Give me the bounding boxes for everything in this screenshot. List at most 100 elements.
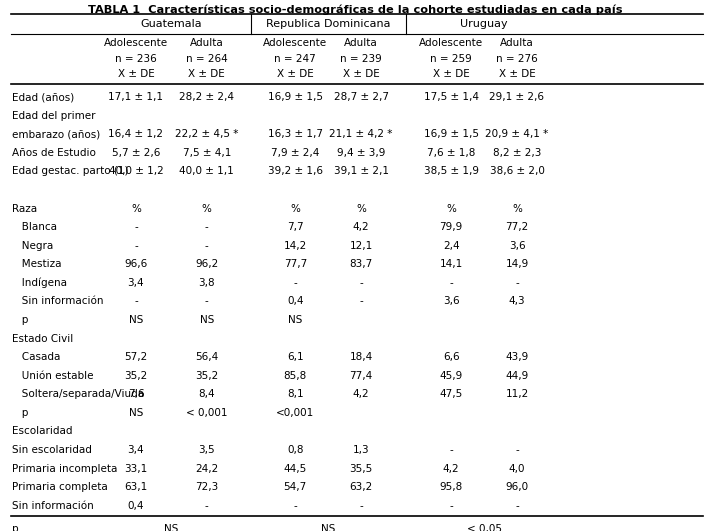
Text: 3,5: 3,5 [198, 445, 215, 455]
Text: -: - [294, 501, 297, 511]
Text: 8,2 ± 2,3: 8,2 ± 2,3 [493, 148, 541, 158]
Text: NS: NS [129, 408, 143, 418]
Text: 29,1 ± 2,6: 29,1 ± 2,6 [489, 92, 545, 102]
Text: 1,3: 1,3 [353, 445, 370, 455]
Text: -: - [205, 241, 208, 251]
Text: 4,2: 4,2 [353, 389, 370, 399]
Text: -: - [359, 296, 363, 306]
Text: 22,2 ± 4,5 *: 22,2 ± 4,5 * [175, 129, 238, 139]
Text: Sin información: Sin información [12, 296, 104, 306]
Text: Adulta: Adulta [190, 39, 224, 48]
Text: 4,2: 4,2 [353, 222, 370, 232]
Text: %: % [512, 203, 522, 213]
Text: Primaria completa: Primaria completa [12, 482, 108, 492]
Text: <0,001: <0,001 [276, 408, 314, 418]
Text: 95,8: 95,8 [439, 482, 463, 492]
Text: 17,1 ± 1,1: 17,1 ± 1,1 [109, 92, 164, 102]
Text: n = 276: n = 276 [496, 54, 538, 64]
Text: X ± DE: X ± DE [188, 69, 225, 79]
Text: -: - [134, 296, 138, 306]
Text: Mestiza: Mestiza [12, 259, 62, 269]
Text: NS: NS [321, 525, 336, 531]
Text: 45,9: 45,9 [439, 371, 463, 381]
Text: 63,1: 63,1 [124, 482, 148, 492]
Text: Escolaridad: Escolaridad [12, 426, 73, 436]
Text: 54,7: 54,7 [284, 482, 307, 492]
Text: Adulta: Adulta [500, 39, 534, 48]
Text: 96,2: 96,2 [195, 259, 218, 269]
Text: %: % [447, 203, 456, 213]
Text: 8,1: 8,1 [287, 389, 304, 399]
Text: 7,9 ± 2,4: 7,9 ± 2,4 [271, 148, 319, 158]
Text: Años de Estudio: Años de Estudio [12, 148, 96, 158]
Text: -: - [205, 296, 208, 306]
Text: 72,3: 72,3 [195, 482, 218, 492]
Text: 63,2: 63,2 [350, 482, 373, 492]
Text: -: - [359, 278, 363, 288]
Text: %: % [356, 203, 366, 213]
Text: Sin información: Sin información [12, 501, 94, 511]
Text: Guatemala: Guatemala [141, 19, 202, 29]
Text: 43,9: 43,9 [506, 352, 528, 362]
Text: -: - [449, 278, 453, 288]
Text: Adolescente: Adolescente [263, 39, 327, 48]
Text: 35,2: 35,2 [195, 371, 218, 381]
Text: Edad (años): Edad (años) [12, 92, 74, 102]
Text: 44,9: 44,9 [506, 371, 528, 381]
Text: 57,2: 57,2 [124, 352, 148, 362]
Text: Blanca: Blanca [12, 222, 57, 232]
Text: X ± DE: X ± DE [498, 69, 535, 79]
Text: 6,1: 6,1 [287, 352, 304, 362]
Text: Republica Dominicana: Republica Dominicana [266, 19, 390, 29]
Text: 8,4: 8,4 [198, 389, 215, 399]
Text: Indígena: Indígena [12, 278, 67, 288]
Text: Edad gestac. parto (1): Edad gestac. parto (1) [12, 166, 129, 176]
Text: 7,6: 7,6 [128, 389, 144, 399]
Text: 39,1 ± 2,1: 39,1 ± 2,1 [333, 166, 389, 176]
Text: 96,6: 96,6 [124, 259, 148, 269]
Text: 21,1 ± 4,2 *: 21,1 ± 4,2 * [329, 129, 393, 139]
Text: -: - [134, 222, 138, 232]
Text: %: % [290, 203, 300, 213]
Text: 3,6: 3,6 [508, 241, 525, 251]
Text: 0,8: 0,8 [287, 445, 304, 455]
Text: 0,4: 0,4 [128, 501, 144, 511]
Text: -: - [359, 501, 363, 511]
Text: Unión estable: Unión estable [12, 371, 94, 381]
Text: 14,9: 14,9 [506, 259, 528, 269]
Text: n = 264: n = 264 [186, 54, 228, 64]
Text: 83,7: 83,7 [350, 259, 373, 269]
Text: Estado Civil: Estado Civil [12, 333, 73, 344]
Text: NS: NS [129, 315, 143, 325]
Text: 3,4: 3,4 [128, 278, 144, 288]
Text: -: - [515, 501, 519, 511]
Text: 28,7 ± 2,7: 28,7 ± 2,7 [333, 92, 389, 102]
Text: Soltera/separada/Viuda: Soltera/separada/Viuda [12, 389, 144, 399]
Text: 85,8: 85,8 [284, 371, 307, 381]
Text: 38,6 ± 2,0: 38,6 ± 2,0 [490, 166, 545, 176]
Text: 44,5: 44,5 [284, 464, 307, 474]
Text: p: p [12, 525, 18, 531]
Text: Uruguay: Uruguay [460, 19, 508, 29]
Text: 0,4: 0,4 [287, 296, 304, 306]
Text: Casada: Casada [12, 352, 60, 362]
Text: -: - [294, 278, 297, 288]
Text: X ± DE: X ± DE [277, 69, 314, 79]
Text: n = 239: n = 239 [341, 54, 382, 64]
Text: Raza: Raza [12, 203, 37, 213]
Text: Edad del primer: Edad del primer [12, 110, 95, 121]
Text: -: - [134, 241, 138, 251]
Text: Primaria incompleta: Primaria incompleta [12, 464, 117, 474]
Text: NS: NS [200, 315, 214, 325]
Text: 7,7: 7,7 [287, 222, 304, 232]
Text: 96,0: 96,0 [506, 482, 528, 492]
Text: 12,1: 12,1 [350, 241, 373, 251]
Text: NS: NS [288, 315, 302, 325]
Text: < 0,05: < 0,05 [466, 525, 501, 531]
Text: 47,5: 47,5 [439, 389, 463, 399]
Text: 79,9: 79,9 [439, 222, 463, 232]
Text: 14,1: 14,1 [439, 259, 463, 269]
Text: -: - [449, 445, 453, 455]
Text: 35,2: 35,2 [124, 371, 148, 381]
Text: 4,0: 4,0 [509, 464, 525, 474]
